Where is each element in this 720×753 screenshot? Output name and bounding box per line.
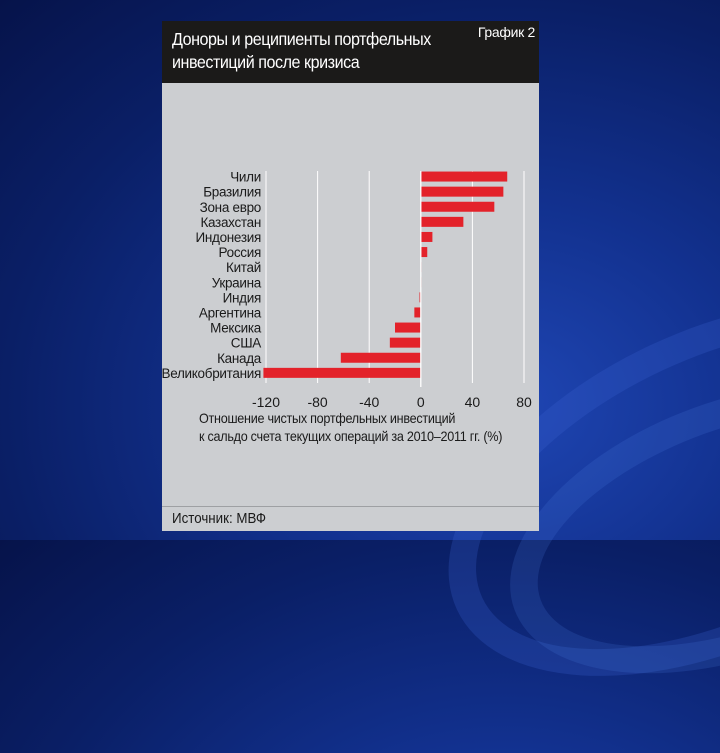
x-tick-label: 0 [417,394,425,410]
category-label: Чили [230,170,261,185]
category-label: Аргентина [199,305,262,320]
chart-header: Доноры и реципиенты портфельных инвестиц… [162,21,539,83]
x-axis-label: Отношение чистых портфельных инвестиций … [199,409,502,445]
chart-title: Доноры и реципиенты портфельных инвестиц… [172,29,431,72]
category-label: Россия [219,245,261,260]
category-label: Мексика [210,321,262,336]
chart-number: График 2 [477,24,535,40]
category-label: Украина [212,275,262,290]
x-axis-label-line-1: Отношение чистых портфельных инвестиций [199,410,456,426]
category-label: Бразилия [203,185,261,200]
x-tick-label: 40 [465,394,481,410]
bar [414,307,421,318]
category-label: Зона евро [200,200,261,215]
x-tick-label: 80 [516,394,532,410]
category-label: Индонезия [195,230,261,245]
chart-card: Доноры и реципиенты портфельных инвестиц… [162,21,539,531]
category-label: США [231,336,262,351]
bar [395,322,421,333]
bar [420,231,433,242]
bar [420,247,428,258]
bar [263,367,421,378]
bar [340,352,421,363]
bar [389,337,421,348]
bar [420,186,504,197]
x-tick-label: -120 [252,394,280,410]
category-label: Китай [226,260,261,275]
x-tick-label: -40 [359,394,379,410]
category-label: Индия [223,290,261,305]
bar [420,201,495,212]
bar [420,216,464,227]
category-label: Казахстан [200,215,261,230]
source-note: Источник: МВФ [172,511,267,527]
category-label: Канада [217,351,262,366]
bar [420,171,508,182]
x-tick-label: -80 [307,394,327,410]
x-axis-label-line-2: к сальдо счета текущих операций за 2010–… [199,428,503,444]
category-label: Великобритания [162,366,261,381]
footer-divider [162,506,539,507]
